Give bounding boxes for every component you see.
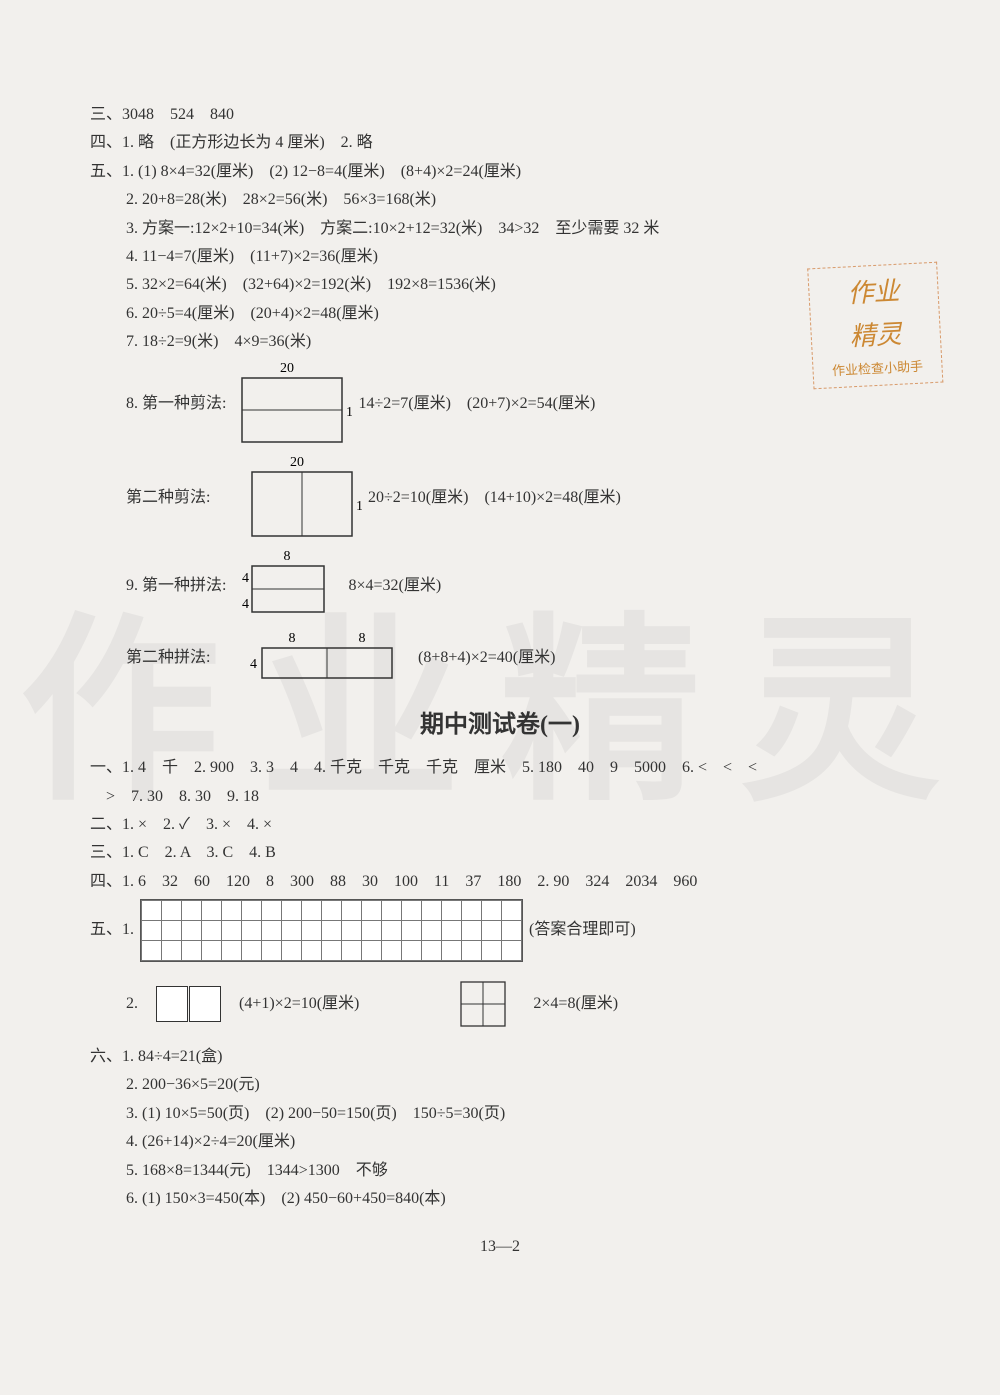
five-2-rect-a2: [189, 986, 221, 1022]
svg-text:8: 8: [284, 549, 291, 564]
q8-diagram2: 20 14: [242, 454, 362, 544]
six-1: 六、1. 84÷4=21(盒): [90, 1044, 910, 1070]
stamp-line3: 作业检查小助手: [821, 355, 934, 382]
six-2: 2. 200−36×5=20(元): [90, 1072, 910, 1098]
q8-label2: 第二种剪法:: [126, 485, 236, 511]
top-wu5: 5. 32×2=64(米) (32+64)×2=192(米) 192×8=153…: [90, 272, 910, 298]
q8-text1: 14÷2=7(厘米) (20+7)×2=54(厘米): [358, 391, 595, 417]
q8-row2: 第二种剪法: 20 14 20÷2=10(厘米) (14+10)×2=48(厘米…: [90, 454, 910, 544]
svg-text:14: 14: [356, 499, 362, 514]
five-2-rect-b: [455, 976, 515, 1032]
svg-text:20: 20: [290, 455, 304, 470]
top-wu6: 6. 20÷5=4(厘米) (20+4)×2=48(厘米): [90, 301, 910, 327]
stamp-line1: 作业: [817, 269, 931, 318]
top-si: 四、1. 略 (正方形边长为 4 厘米) 2. 略: [90, 130, 910, 156]
q9-text2: (8+8+4)×2=40(厘米): [418, 645, 555, 671]
five-1-grid: [140, 899, 523, 962]
page-content: 三、3048 524 840 四、1. 略 (正方形边长为 4 厘米) 2. 略…: [90, 102, 910, 1261]
mid-si: 四、1. 6 32 60 120 8 300 88 30 100 11 37 1…: [90, 869, 910, 895]
five-2-text-b: 2×4=8(厘米): [533, 991, 618, 1017]
mid-er: 二、1. × 2. ✓ 3. × 4. ×: [90, 812, 910, 838]
five-2-rect-a1: [156, 986, 188, 1022]
q8-label1: 8. 第一种剪法:: [126, 391, 226, 417]
q9-row1: 9. 第一种拼法: 8 4 4 8×4=32(厘米): [90, 548, 910, 626]
six-4: 4. (26+14)×2÷4=20(厘米): [90, 1129, 910, 1155]
page-footer: 13—2: [90, 1234, 910, 1260]
five-2-label: 2.: [126, 991, 138, 1017]
q8-diagram1: 20 14: [232, 360, 352, 450]
stamp-badge: 作业 精灵 作业检查小助手: [807, 262, 943, 379]
six-5: 5. 168×8=1344(元) 1344>1300 不够: [90, 1158, 910, 1184]
mid-san: 三、1. C 2. A 3. C 4. B: [90, 840, 910, 866]
svg-text:14: 14: [346, 405, 352, 420]
five-2-text-a: (4+1)×2=10(厘米): [239, 991, 359, 1017]
q9-diagram1: 8 4 4: [232, 548, 342, 626]
five-1-label: 五、1.: [90, 917, 134, 943]
q9-diagram2: 8 8 4: [242, 630, 412, 688]
mid-title: 期中测试卷(一): [90, 706, 910, 746]
five-2-row: 2. (4+1)×2=10(厘米) 2×4=8(厘米): [90, 976, 910, 1032]
five-1-note: (答案合理即可): [529, 917, 636, 943]
svg-text:4: 4: [250, 657, 257, 672]
mid-yi-b: > 7. 30 8. 30 9. 18: [90, 784, 910, 810]
q8-text2: 20÷2=10(厘米) (14+10)×2=48(厘米): [368, 485, 621, 511]
six-3: 3. (1) 10×5=50(页) (2) 200−50=150(页) 150÷…: [90, 1101, 910, 1127]
q9-label1: 9. 第一种拼法:: [126, 573, 226, 599]
svg-text:4: 4: [242, 571, 249, 586]
five-1-row: 五、1. (答案合理即可): [90, 899, 910, 962]
svg-text:4: 4: [242, 597, 249, 612]
svg-text:20: 20: [280, 361, 294, 376]
mid-yi-a: 一、1. 4 千 2. 900 3. 3 4 4. 千克 千克 千克 厘米 5.…: [90, 755, 910, 781]
top-wu7: 7. 18÷2=9(米) 4×9=36(米): [90, 329, 910, 355]
top-wu1: 五、1. (1) 8×4=32(厘米) (2) 12−8=4(厘米) (8+4)…: [90, 159, 910, 185]
top-wu4: 4. 11−4=7(厘米) (11+7)×2=36(厘米): [90, 244, 910, 270]
six-6: 6. (1) 150×3=450(本) (2) 450−60+450=840(本…: [90, 1186, 910, 1212]
svg-text:8: 8: [359, 631, 366, 646]
top-san: 三、3048 524 840: [90, 102, 910, 128]
top-wu2: 2. 20+8=28(米) 28×2=56(米) 56×3=168(米): [90, 187, 910, 213]
stamp-line2: 精灵: [819, 312, 933, 361]
top-wu3: 3. 方案一:12×2+10=34(米) 方案二:10×2+12=32(米) 3…: [90, 216, 910, 242]
svg-text:8: 8: [289, 631, 296, 646]
q9-label2: 第二种拼法:: [126, 645, 236, 671]
q9-text1: 8×4=32(厘米): [348, 573, 441, 599]
q9-row2: 第二种拼法: 8 8 4 (8+8+4)×2=40(厘米): [90, 630, 910, 688]
q8-row1: 8. 第一种剪法: 20 14 14÷2=7(厘米) (20+7)×2=54(厘…: [90, 360, 910, 450]
